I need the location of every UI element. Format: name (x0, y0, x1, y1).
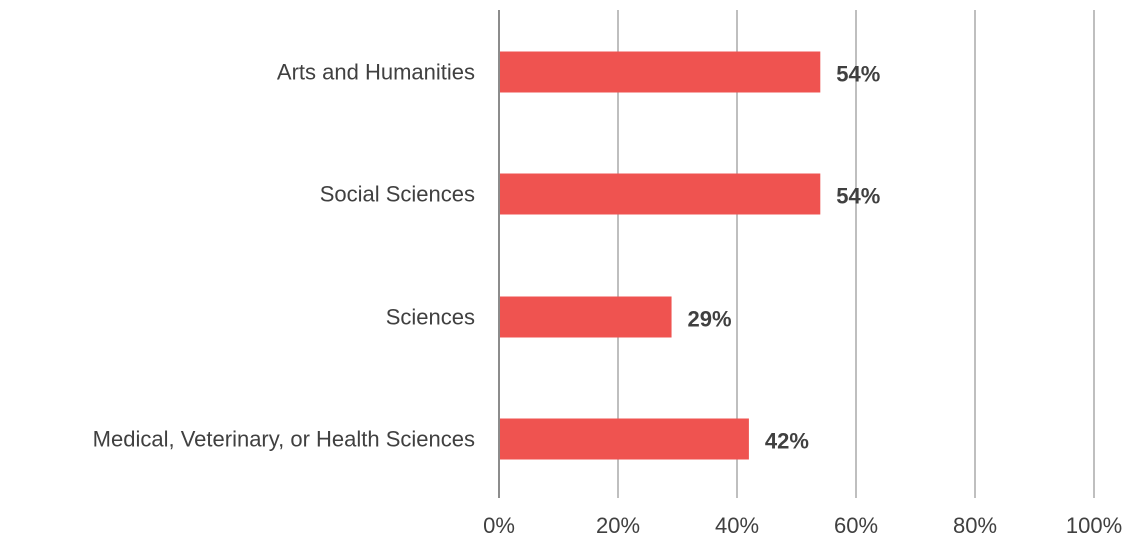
x-tick-label: 80% (953, 513, 997, 538)
category-label: Medical, Veterinary, or Health Sciences (93, 427, 475, 452)
category-labels: Arts and Humanities Social Sciences Scienc… (93, 60, 475, 452)
bar-2 (499, 173, 821, 215)
data-label: 54% (836, 184, 880, 209)
category-label: Sciences (386, 305, 475, 330)
bars (499, 51, 821, 460)
data-labels: 54% 54% 29% 42% (688, 62, 881, 454)
x-tick-label: 20% (596, 513, 640, 538)
data-label: 54% (836, 62, 880, 87)
category-label: Arts and Humanities (277, 60, 475, 85)
data-label: 42% (765, 429, 809, 454)
bar-1 (499, 51, 821, 93)
x-tick-label: 100% (1066, 513, 1122, 538)
bar-3 (499, 296, 672, 338)
bar-4 (499, 418, 749, 460)
x-tick-label: 40% (715, 513, 759, 538)
x-tick-label: 0% (483, 513, 515, 538)
x-tick-labels: 0% 20% 40% 60% 80% 100% (483, 513, 1122, 538)
x-tick-label: 60% (834, 513, 878, 538)
data-label: 29% (688, 307, 732, 332)
category-label: Social Sciences (320, 182, 475, 207)
